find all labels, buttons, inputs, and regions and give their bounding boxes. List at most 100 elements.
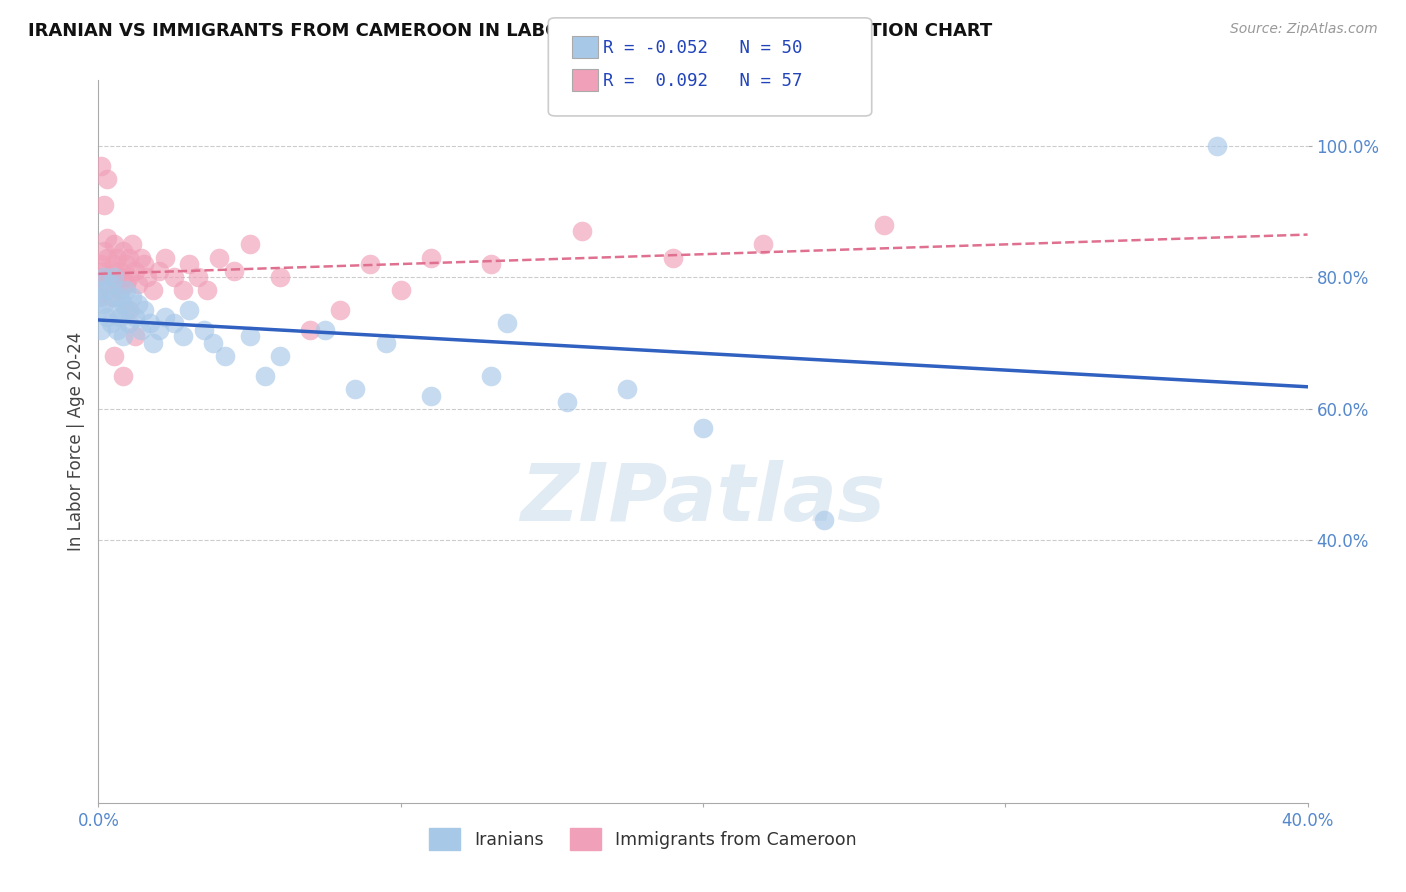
Point (105, 251, 128, 265)
Point (344, 382, 367, 396)
Point (105, 303, 128, 318)
Point (87, 270, 110, 285)
Point (96, 251, 118, 265)
Point (153, 310, 176, 324)
Point (420, 251, 443, 265)
Point (105, 323, 128, 337)
Point (555, 395, 578, 409)
Point (193, 323, 215, 337)
Point (172, 284, 194, 298)
Point (105, 277, 128, 291)
Point (118, 316, 141, 330)
Point (87, 303, 110, 318)
Point (111, 368, 134, 383)
Point (103, 237, 125, 252)
Point (132, 303, 155, 318)
Point (103, 270, 125, 285)
Y-axis label: In Labor Force | Age 20-24: In Labor Force | Age 20-24 (66, 332, 84, 551)
Point (571, 224, 593, 238)
Point (148, 323, 170, 337)
Point (495, 316, 517, 330)
Text: Source: ZipAtlas.com: Source: ZipAtlas.com (1230, 22, 1378, 37)
Point (114, 284, 136, 298)
Point (108, 284, 131, 298)
Point (96, 171, 118, 186)
Point (129, 251, 152, 265)
Point (374, 336, 396, 351)
Point (163, 316, 186, 330)
Point (96, 284, 118, 298)
Point (90, 257, 112, 271)
Point (153, 251, 176, 265)
Point (179, 257, 201, 271)
Point (214, 349, 236, 363)
Point (93, 244, 115, 258)
Point (208, 251, 231, 265)
Point (124, 329, 146, 343)
Point (93, 264, 115, 278)
Point (121, 237, 143, 252)
Point (329, 303, 352, 318)
Point (93, 270, 115, 285)
Point (1206, 139, 1229, 153)
Text: R =  0.092   N = 57: R = 0.092 N = 57 (603, 72, 803, 90)
Point (114, 257, 136, 271)
Point (127, 296, 149, 310)
Point (127, 277, 149, 291)
Point (118, 303, 141, 318)
Point (90, 290, 112, 304)
Point (90, 277, 112, 291)
Point (314, 323, 336, 337)
Point (124, 264, 146, 278)
Point (111, 244, 134, 258)
Point (269, 270, 291, 285)
Point (96, 231, 118, 245)
Point (118, 270, 141, 285)
Point (187, 270, 209, 285)
Point (108, 310, 131, 324)
Point (752, 237, 775, 252)
Point (100, 270, 122, 285)
Point (253, 368, 276, 383)
Point (163, 270, 186, 285)
Point (100, 316, 122, 330)
Point (420, 388, 443, 402)
Point (224, 264, 246, 278)
Point (124, 310, 146, 324)
Text: IRANIAN VS IMMIGRANTS FROM CAMEROON IN LABOR FORCE | AGE 20-24 CORRELATION CHART: IRANIAN VS IMMIGRANTS FROM CAMEROON IN L… (28, 22, 993, 40)
Point (481, 257, 503, 271)
Legend: Iranians, Immigrants from Cameroon: Iranians, Immigrants from Cameroon (420, 820, 865, 859)
Point (93, 198, 115, 212)
Point (135, 270, 157, 285)
Point (299, 323, 322, 337)
Point (111, 329, 134, 343)
Point (121, 290, 143, 304)
Point (118, 251, 141, 265)
Point (111, 270, 134, 285)
Point (692, 421, 714, 435)
Point (142, 284, 165, 298)
Point (148, 264, 170, 278)
Text: R = -0.052   N = 50: R = -0.052 N = 50 (603, 39, 803, 57)
Point (139, 316, 162, 330)
Point (114, 277, 136, 291)
Point (616, 382, 638, 396)
Point (269, 349, 291, 363)
Point (100, 290, 122, 304)
Point (360, 257, 382, 271)
Point (103, 290, 125, 304)
Point (96, 310, 118, 324)
Point (87, 290, 110, 304)
Point (239, 329, 262, 343)
Point (87, 284, 110, 298)
Point (108, 264, 131, 278)
Point (111, 296, 134, 310)
Point (103, 349, 125, 363)
Point (132, 257, 155, 271)
Point (813, 513, 835, 527)
Point (90, 159, 112, 173)
Point (114, 303, 136, 318)
Point (103, 257, 125, 271)
Point (239, 237, 262, 252)
Point (195, 284, 218, 298)
